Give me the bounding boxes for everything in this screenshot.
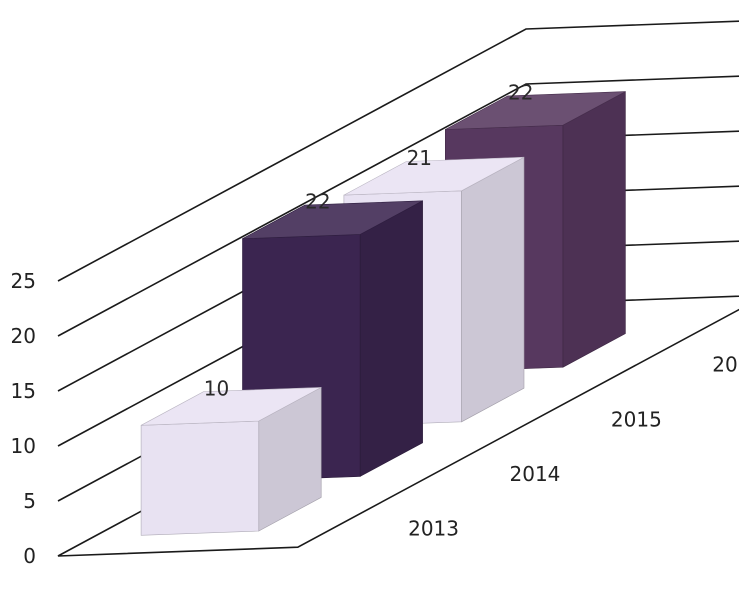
y-tick-label: 5 [23,489,36,513]
bar-2014 [242,200,423,482]
bar-top-face [242,200,423,239]
data-label: 22 [508,81,533,105]
x-category-label: 2015 [611,407,662,431]
gridline [57,20,739,282]
x-category-label: 2016 [712,353,739,377]
data-label: 21 [407,146,432,170]
x-category-label: 2014 [510,462,561,486]
data-label: 10 [204,376,229,400]
bar-side-face [562,91,626,368]
gridline [57,75,739,337]
y-tick-label: 20 [11,324,36,348]
bar-top-face [343,156,525,196]
data-label: 22 [305,190,330,214]
bar-top-face [445,91,626,130]
bar-side-face [359,200,423,477]
y-tick-label: 15 [11,379,36,403]
bar-front-face [140,420,260,536]
y-tick-label: 10 [11,434,36,458]
y-tick-label: 0 [23,544,36,568]
bar-2013 [140,386,322,536]
x-category-label: 2013 [408,517,459,541]
bar-side-face [461,156,525,423]
y-tick-label: 25 [11,269,36,293]
bar-top-face [140,387,322,426]
